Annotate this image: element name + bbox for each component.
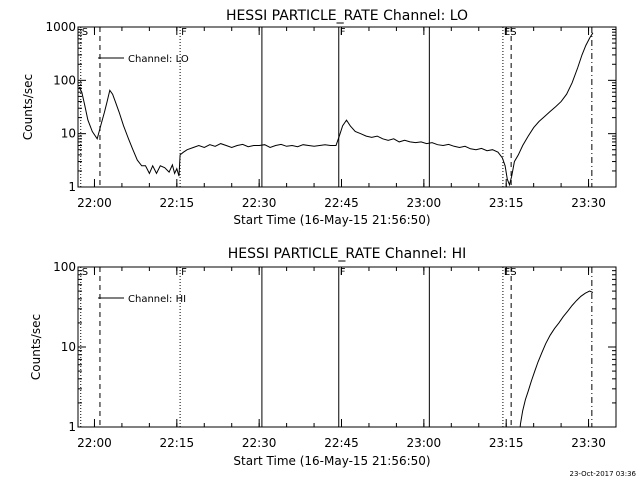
chart-hi: HESSI PARTICLE_RATE Channel: HI 1 10 100 22:… — [29, 246, 617, 468]
x-tick-label: 23:30 — [571, 196, 606, 210]
x-tick-label: 22:30 — [242, 196, 277, 210]
legend-label: Channel: LO — [128, 54, 189, 65]
x-tick-label: 22:15 — [160, 196, 195, 210]
event-marker-label: ES — [504, 27, 517, 38]
x-tick-label: 22:00 — [77, 436, 112, 450]
footer-timestamp: 23-Oct-2017 03:36 — [570, 470, 637, 478]
event-marker-label: ES — [504, 267, 517, 278]
x-tick-label: 22:45 — [324, 436, 359, 450]
legend-label: Channel: HI — [128, 294, 186, 305]
series-line — [78, 32, 594, 187]
event-marker-label: F — [340, 27, 346, 38]
plot-frame — [77, 26, 617, 188]
y-tick-label: 100 — [53, 260, 76, 274]
x-axis-label: Start Time (16-May-15 21:56:50) — [233, 454, 430, 468]
x-tick-label: 22:45 — [324, 196, 359, 210]
event-marker-label: S — [82, 267, 88, 278]
y-axis-label: Counts/sec — [29, 314, 43, 380]
y-tick-label: 1 — [68, 180, 76, 194]
y-tick-label: 10 — [61, 340, 76, 354]
event-marker-label: F — [181, 27, 187, 38]
plot-frame — [77, 266, 617, 428]
event-marker-label: S — [82, 27, 88, 38]
chart-title: HESSI PARTICLE_RATE Channel: HI — [228, 246, 466, 262]
x-tick-label: 23:00 — [407, 436, 442, 450]
y-tick-label: 10 — [61, 127, 76, 141]
y-tick-label: 1000 — [45, 20, 76, 34]
x-tick-label: 23:15 — [489, 436, 524, 450]
x-tick-label: 22:15 — [160, 436, 195, 450]
x-tick-label: 22:00 — [77, 196, 112, 210]
chart-lo: HESSI PARTICLE_RATE Channel: LO 1 10 100 100… — [21, 8, 617, 227]
y-axis-label: Counts/sec — [21, 74, 35, 140]
x-tick-label: 22:30 — [242, 436, 277, 450]
event-marker-label: F — [340, 267, 346, 278]
x-tick-label: 23:00 — [407, 196, 442, 210]
chart-title: HESSI PARTICLE_RATE Channel: LO — [226, 8, 468, 24]
y-tick-label: 100 — [53, 73, 76, 87]
y-tick-label: 1 — [68, 420, 76, 434]
series-line — [519, 290, 594, 427]
x-tick-label: 23:15 — [489, 196, 524, 210]
x-tick-label: 23:30 — [571, 436, 606, 450]
x-axis-label: Start Time (16-May-15 21:56:50) — [233, 213, 430, 227]
event-marker-label: F — [181, 267, 187, 278]
